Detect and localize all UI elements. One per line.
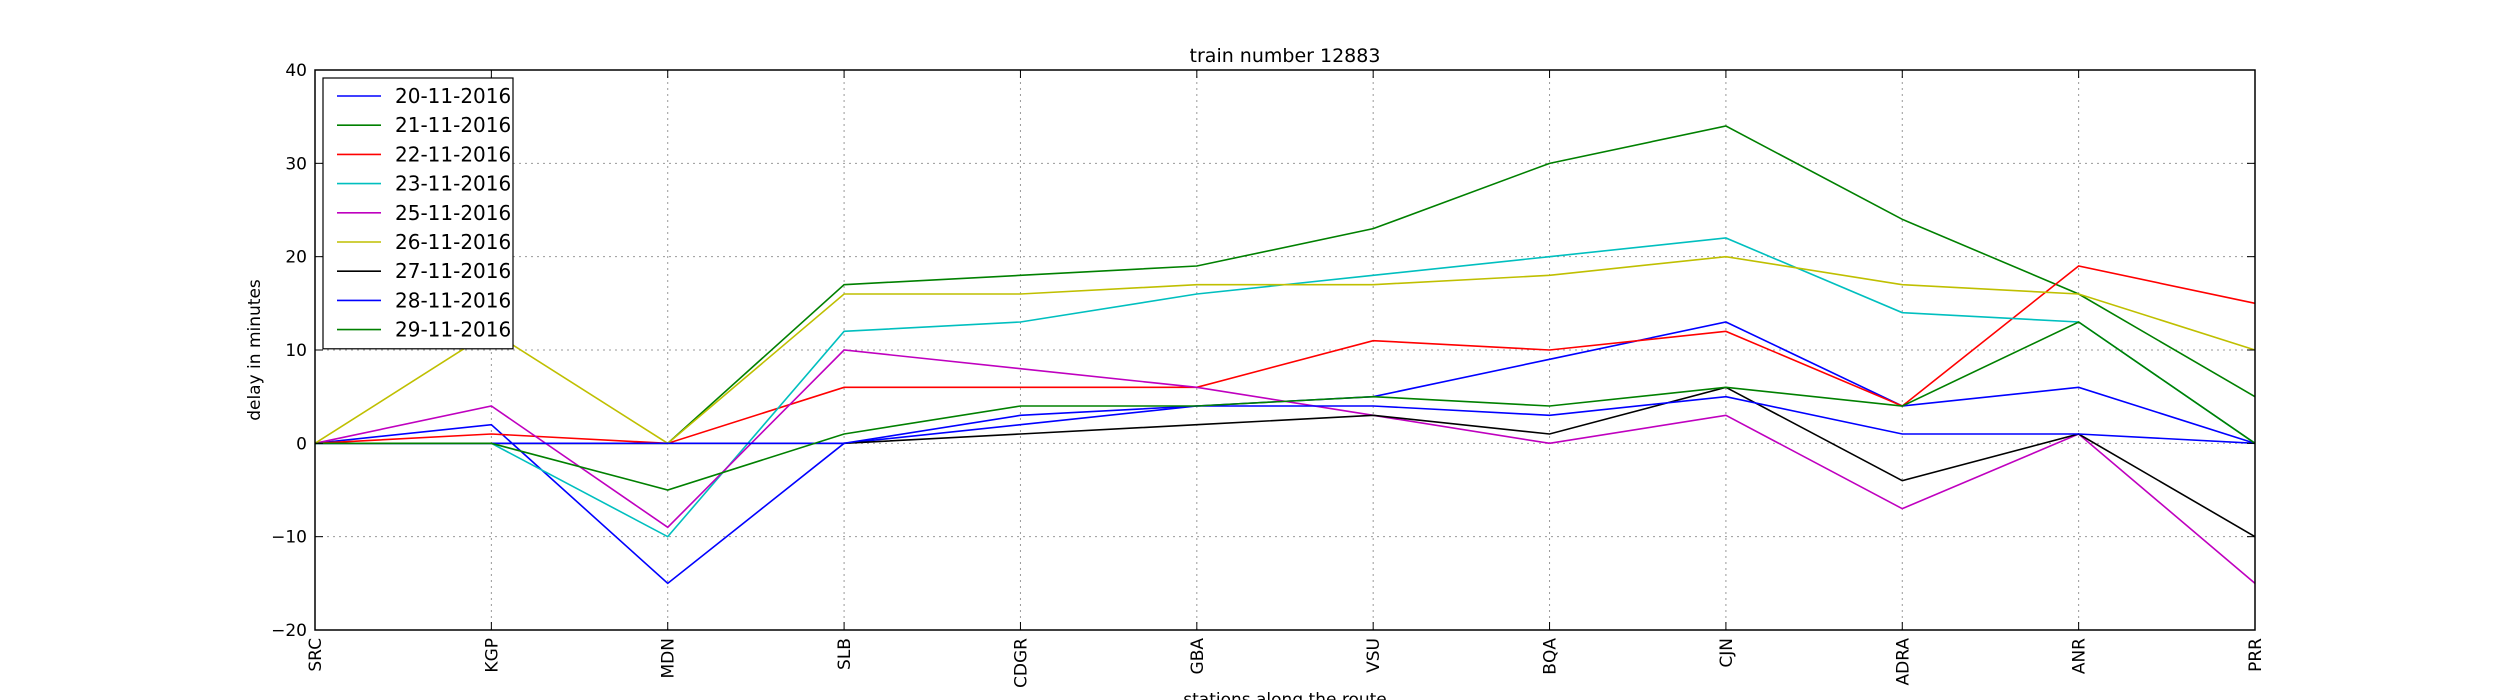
x-tick-label: BQA xyxy=(1541,638,1561,675)
y-tick-label: 10 xyxy=(285,341,307,361)
y-tick-label: 30 xyxy=(285,154,307,174)
y-tick-label: 20 xyxy=(285,248,307,268)
legend-label: 29-11-2016 xyxy=(395,318,511,342)
y-axis-ticks: −20 −10 0 10 20 30 40 xyxy=(271,61,2255,641)
legend-box xyxy=(322,77,514,350)
y-axis-label: delay in minutes xyxy=(245,279,265,421)
y-tick-label: −10 xyxy=(271,528,307,548)
legend-label: 28-11-2016 xyxy=(395,288,511,312)
legend-label: 25-11-2016 xyxy=(395,201,511,225)
series-line-25-11-2016 xyxy=(314,349,2256,584)
x-tick-label: PRR xyxy=(2246,638,2266,672)
series-line-23-11-2016 xyxy=(315,237,2256,538)
plot-area-frame xyxy=(314,69,2256,631)
y-tick-label: −20 xyxy=(271,621,307,641)
series-line-29-11-2016 xyxy=(315,321,2256,491)
x-tick-label: CJN xyxy=(1717,638,1737,668)
y-tick-label: 0 xyxy=(296,434,307,454)
x-tick-label: GBA xyxy=(1188,638,1208,675)
grid xyxy=(314,69,2256,631)
x-tick-label: SRC xyxy=(306,638,326,672)
legend-label: 27-11-2016 xyxy=(395,259,511,283)
series-line-27-11-2016 xyxy=(315,386,2256,538)
series-line-20-11-2016 xyxy=(314,321,2256,585)
series-lines xyxy=(314,125,2256,585)
x-tick-label: ADRA xyxy=(1893,638,1913,686)
series-line-26-11-2016 xyxy=(314,255,2256,445)
x-tick-label: KGP xyxy=(482,638,502,673)
x-axis-label: stations along the route xyxy=(1183,690,1387,700)
x-axis-ticks: SRC KGP MDN SLB CDGR GBA VSU BQA CJN ADRA ANR PRR xyxy=(306,70,2266,688)
series-line-22-11-2016 xyxy=(314,265,2256,445)
legend-label: 26-11-2016 xyxy=(395,230,511,254)
x-tick-label: VSU xyxy=(1364,638,1384,673)
legend-label: 23-11-2016 xyxy=(395,172,511,196)
legend: 20-11-2016 21-11-2016 22-11-2016 23-11-2016… xyxy=(322,77,514,350)
x-tick-label: CDGR xyxy=(1011,638,1031,688)
x-tick-label: ANR xyxy=(2070,638,2090,674)
legend-label: 21-11-2016 xyxy=(395,113,511,137)
series-line-28-11-2016 xyxy=(315,395,2256,445)
legend-label: 20-11-2016 xyxy=(395,84,511,108)
chart-title: train number 12883 xyxy=(1190,45,1381,67)
legend-label: 22-11-2016 xyxy=(395,142,511,166)
x-tick-label: MDN xyxy=(659,638,679,678)
x-tick-label: SLB xyxy=(835,638,855,670)
y-tick-label: 40 xyxy=(285,61,307,81)
